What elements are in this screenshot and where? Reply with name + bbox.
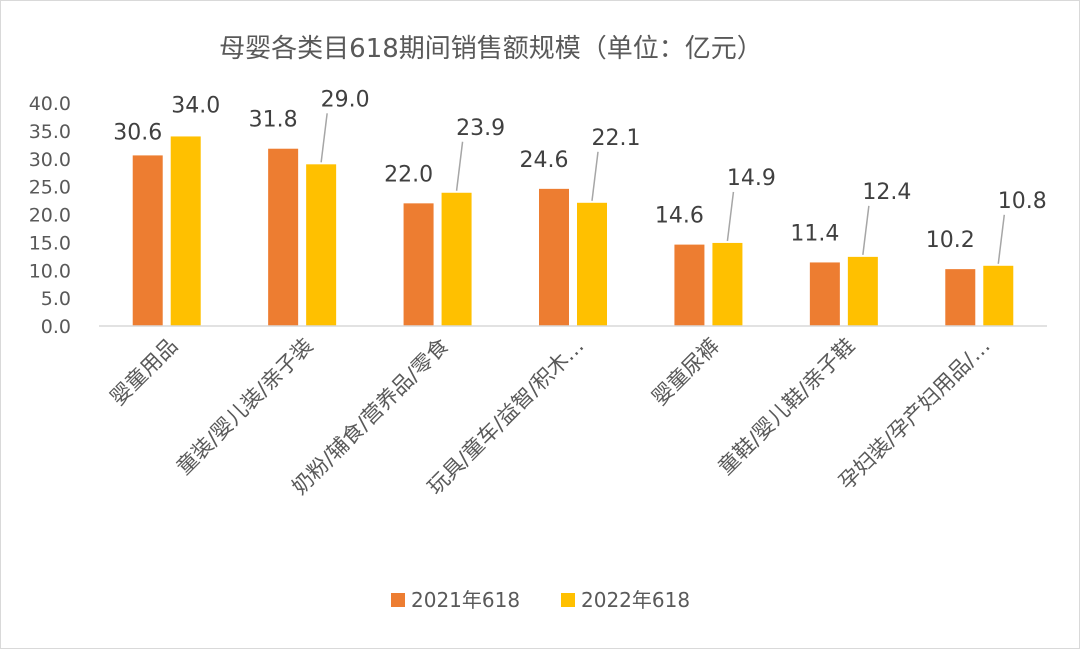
data-label: 10.8 bbox=[998, 189, 1047, 214]
data-label: 22.1 bbox=[592, 126, 641, 151]
data-label: 31.8 bbox=[249, 108, 298, 133]
y-tick-label: 25.0 bbox=[29, 177, 71, 199]
leader-line bbox=[320, 113, 328, 163]
bar-series2 bbox=[577, 202, 607, 326]
bar-series2 bbox=[983, 265, 1014, 326]
x-tick-label: 孕妇装/孕产妇用品/… bbox=[834, 334, 995, 495]
y-tick-label: 30.0 bbox=[29, 149, 71, 171]
leader-line bbox=[862, 205, 870, 255]
bar-series1 bbox=[268, 148, 299, 326]
bar-series1 bbox=[539, 188, 569, 326]
legend: 2021年618 2022年618 bbox=[391, 588, 690, 612]
data-label: 14.6 bbox=[655, 204, 704, 229]
y-axis: 0.0 5.0 10.0 15.0 20.0 25.0 30.0 35.0 40.0 bbox=[29, 93, 71, 338]
leader-line bbox=[455, 141, 464, 191]
legend-label: 2022年618 bbox=[581, 588, 690, 612]
bar-series2 bbox=[441, 192, 472, 326]
data-labels: 30.6 34.0 31.8 29.0 22.0 23.9 24.6 22.1 14.6 14.9… bbox=[113, 87, 1047, 253]
y-tick-label: 15.0 bbox=[29, 232, 71, 254]
bar-series1 bbox=[403, 203, 434, 326]
y-tick-label: 40.0 bbox=[29, 93, 71, 115]
legend-label: 2021年618 bbox=[411, 588, 520, 612]
data-label: 23.9 bbox=[456, 116, 505, 141]
x-tick-label: 童鞋/婴儿鞋/亲子鞋 bbox=[714, 334, 860, 480]
leader-line bbox=[726, 191, 735, 242]
bar-series2 bbox=[847, 256, 878, 326]
leader-line bbox=[591, 151, 599, 201]
y-tick-label: 20.0 bbox=[29, 205, 71, 227]
y-tick-label: 10.0 bbox=[29, 260, 71, 282]
data-label: 30.6 bbox=[113, 120, 162, 145]
x-tick-label: 婴童尿裤 bbox=[648, 334, 724, 410]
leader-line bbox=[997, 214, 1006, 264]
data-label: 14.9 bbox=[727, 166, 776, 191]
bar-series2 bbox=[170, 136, 201, 326]
y-tick-label: 0.0 bbox=[41, 316, 71, 338]
y-tick-label: 35.0 bbox=[29, 121, 71, 143]
data-label: 34.0 bbox=[171, 93, 220, 118]
bars bbox=[132, 136, 1014, 326]
x-tick-label: 奶粉/辅食/营养品/零食 bbox=[287, 334, 453, 500]
chart-title: 母婴各类目618期间销售额规模（单位：亿元） bbox=[219, 34, 763, 64]
bar-series1 bbox=[809, 262, 840, 326]
bar-series1 bbox=[674, 244, 705, 326]
label-leader-lines bbox=[320, 113, 1006, 264]
bar-series1 bbox=[132, 155, 163, 326]
data-label: 29.0 bbox=[321, 87, 370, 112]
bar-series2 bbox=[712, 242, 743, 326]
x-tick-label: 童装/婴儿装/亲子装 bbox=[172, 334, 318, 480]
x-tick-label: 玩具/童车/益智/积木… bbox=[423, 334, 589, 500]
legend-swatch bbox=[391, 593, 405, 607]
bar-series1 bbox=[945, 269, 976, 326]
data-label: 24.6 bbox=[520, 148, 569, 173]
x-tick-label: 婴童用品 bbox=[106, 334, 182, 410]
data-label: 22.0 bbox=[384, 162, 433, 187]
legend-swatch bbox=[561, 593, 575, 607]
y-tick-label: 5.0 bbox=[41, 288, 71, 310]
bar-series2 bbox=[306, 164, 337, 326]
data-label: 10.2 bbox=[926, 228, 975, 253]
data-label: 12.4 bbox=[862, 180, 911, 205]
data-label: 11.4 bbox=[790, 221, 839, 246]
